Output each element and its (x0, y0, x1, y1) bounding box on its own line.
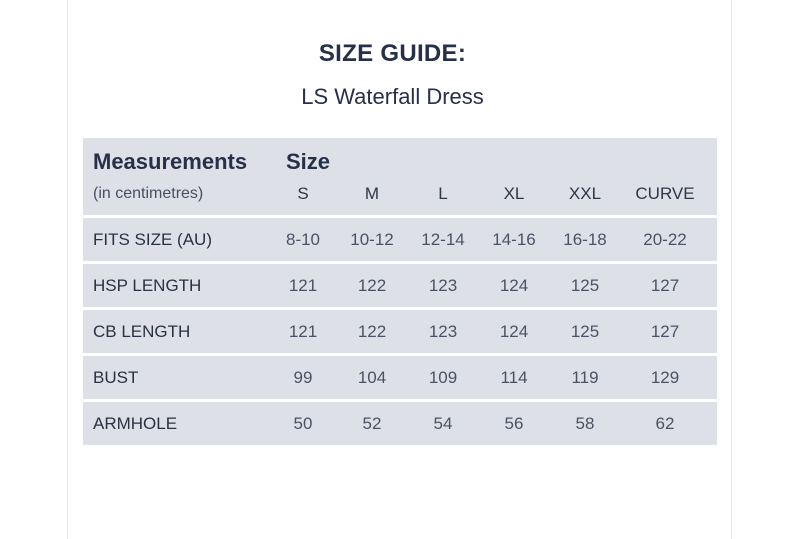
page-title: SIZE GUIDE: (318, 40, 467, 67)
size-column-header: L (438, 184, 448, 203)
table-cell: 99 (293, 368, 313, 387)
table-cell: 121 (288, 322, 318, 341)
table-cell: 119 (571, 368, 599, 387)
table-cell: 122 (357, 276, 387, 295)
row-label: HSP LENGTH (93, 276, 202, 295)
table-cell: 20-22 (643, 230, 687, 249)
table-cell: 54 (433, 414, 453, 433)
table-cell: 124 (499, 276, 529, 295)
table-row: ARMHOLE 50 52 54 56 58 62 (83, 402, 717, 445)
table-row: HSP LENGTH 121 122 123 124 125 127 (83, 264, 717, 307)
table-cell: 10-12 (350, 230, 394, 249)
table-cell: 123 (428, 276, 458, 295)
table-cell: 121 (288, 276, 318, 295)
row-label: CB LENGTH (93, 322, 191, 341)
measurements-heading: Measurements (93, 149, 248, 174)
table-cell: 16-18 (563, 230, 607, 249)
size-table: Measurements (in centimetres) Size S M L… (83, 138, 717, 448)
units-label: (in centimetres) (93, 185, 204, 202)
table-cell: 109 (428, 368, 458, 387)
table-cell: 127 (650, 322, 680, 341)
size-column-header: XXL (568, 184, 602, 203)
size-column-header: S (297, 184, 309, 203)
row-label: FITS SIZE (AU) (93, 230, 212, 249)
content-frame (67, 0, 732, 539)
table-cell: 127 (650, 276, 680, 295)
table-cell: 104 (357, 368, 387, 387)
size-heading: Size (286, 149, 331, 174)
table-cell: 114 (500, 368, 528, 387)
table-cell: 129 (650, 368, 680, 387)
table-cell: 56 (504, 414, 524, 433)
table-cell: 12-14 (421, 230, 465, 249)
table-cell: 124 (499, 322, 529, 341)
size-column-header: CURVE (635, 184, 695, 203)
table-cell: 122 (357, 322, 387, 341)
table-row: FITS SIZE (AU) 8-10 10-12 12-14 14-16 16… (83, 218, 717, 261)
table-row: CB LENGTH 121 122 123 124 125 127 (83, 310, 717, 353)
table-cell: 123 (428, 322, 458, 341)
table-cell: 58 (575, 414, 595, 433)
table-cell: 52 (362, 414, 382, 433)
product-name: LS Waterfall Dress (301, 84, 484, 109)
table-row: BUST 99 104 109 114 119 129 (83, 356, 717, 399)
table-cell: 62 (655, 414, 675, 433)
size-column-header: XL (503, 184, 525, 203)
table-cell: 50 (293, 414, 313, 433)
table-cell: 125 (570, 276, 600, 295)
table-cell: 14-16 (492, 230, 536, 249)
row-label: ARMHOLE (93, 414, 178, 433)
size-column-header: M (364, 184, 380, 203)
table-cell: 125 (570, 322, 600, 341)
table-cell: 8-10 (285, 230, 321, 249)
table-header-row: Measurements (in centimetres) Size S M L… (83, 138, 717, 215)
row-label: BUST (93, 368, 139, 387)
